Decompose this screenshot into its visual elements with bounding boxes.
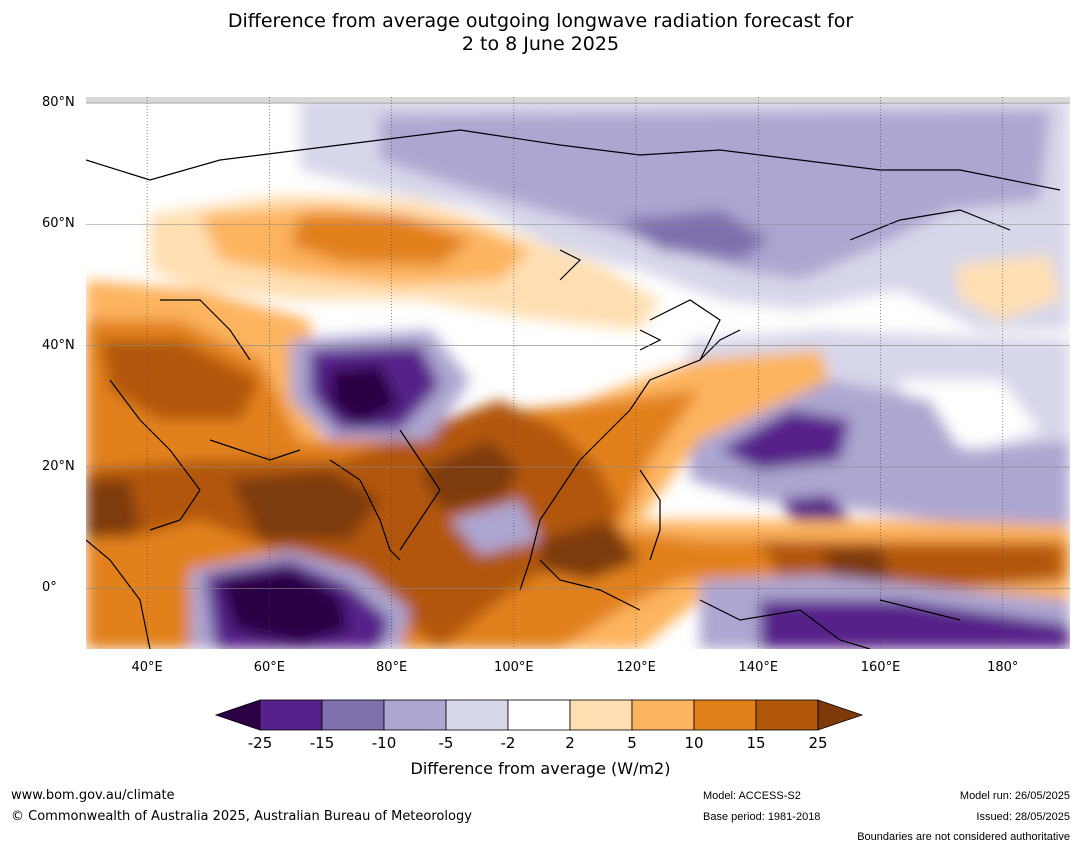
latitude-label: 60°N xyxy=(42,216,75,232)
colorbar-tick-label: 25 xyxy=(808,734,828,752)
anomaly-region xyxy=(720,410,850,470)
latitude-label: 80°N xyxy=(42,95,75,111)
graticule xyxy=(86,97,1070,649)
map-title: Difference from average outgoing longwav… xyxy=(0,10,1081,56)
footer-model-run: Model run: 26/05/2025 xyxy=(959,790,1070,802)
latitude-label: 0° xyxy=(42,580,57,596)
colorbar-tick-label: -5 xyxy=(438,734,454,752)
colorbar-segment xyxy=(383,699,447,731)
colorbar-tick-label: 5 xyxy=(627,734,637,752)
footer-disclaimer: Boundaries are not considered authoritat… xyxy=(857,831,1070,843)
colorbar-tick-label: -10 xyxy=(371,734,397,752)
footer-base-period: Base period: 1981-2018 xyxy=(703,811,821,823)
footer-model: Model: ACCESS-S2 xyxy=(703,790,801,802)
anomaly-region xyxy=(620,210,770,260)
anomaly-region xyxy=(86,480,140,540)
colorbar-tick-label: 2 xyxy=(565,734,575,752)
colorbar-segment xyxy=(321,699,385,731)
anomaly-field xyxy=(86,97,1070,649)
anomaly-map xyxy=(86,97,1070,649)
colorbar-segment xyxy=(507,699,571,731)
longitude-label: 80°E xyxy=(375,660,408,675)
anomaly-region xyxy=(290,215,470,265)
footer-copyright: © Commonwealth of Australia 2025, Austra… xyxy=(11,809,472,824)
colorbar-tick-label: 10 xyxy=(684,734,704,752)
colorbar-segment xyxy=(259,699,323,731)
anomaly-region xyxy=(230,470,380,540)
colorbar-segment xyxy=(755,699,819,731)
footer-url: www.bom.gov.au/climate xyxy=(11,788,175,803)
colorbar xyxy=(214,699,864,731)
colorbar-segment xyxy=(569,699,633,731)
longitude-label: 60°E xyxy=(253,660,285,675)
colorbar-extend-high xyxy=(817,699,864,731)
anomaly-region xyxy=(450,500,540,555)
colorbar-title: Difference from average (W/m2) xyxy=(410,759,671,778)
anomaly-region xyxy=(420,440,520,510)
coastlines xyxy=(86,129,1061,649)
colorbar-tick-label: -2 xyxy=(500,734,516,752)
longitude-label: 40°E xyxy=(131,660,163,675)
colorbar-segment xyxy=(693,699,757,731)
map-area xyxy=(86,97,1070,649)
colorbar-segment xyxy=(445,699,509,731)
colorbar-segment xyxy=(631,699,695,731)
anomaly-region xyxy=(760,600,1070,649)
title-line-1: Difference from average outgoing longwav… xyxy=(227,10,854,32)
longitude-label: 160°E xyxy=(860,660,901,675)
longitude-label: 120°E xyxy=(616,660,656,675)
colorbar-tick-label: 15 xyxy=(746,734,766,752)
anomaly-region xyxy=(100,340,260,420)
arctic-strip xyxy=(86,97,1070,103)
anomaly-region xyxy=(380,110,1050,280)
anomaly-region xyxy=(220,570,350,645)
colorbar-tick-label: -15 xyxy=(309,734,335,752)
longitude-label: 180° xyxy=(987,660,1019,675)
longitude-label: 100°E xyxy=(494,660,534,675)
anomaly-region xyxy=(330,365,400,425)
footer-issued: Issued: 28/05/2025 xyxy=(976,811,1070,823)
colorbar-extend-low xyxy=(214,699,261,731)
longitude-label: 140°E xyxy=(738,660,779,675)
latitude-label: 20°N xyxy=(42,459,75,475)
title-line-2: 2 to 8 June 2025 xyxy=(461,33,620,55)
latitude-label: 40°N xyxy=(42,337,75,353)
anomaly-region xyxy=(955,255,1060,320)
anomaly-region xyxy=(540,520,640,580)
colorbar-tick-label: -25 xyxy=(247,734,273,752)
